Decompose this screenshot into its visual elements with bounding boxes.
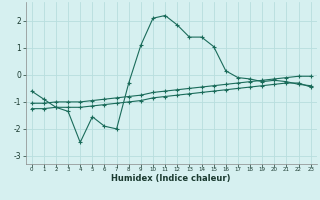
X-axis label: Humidex (Indice chaleur): Humidex (Indice chaleur) <box>111 174 231 183</box>
